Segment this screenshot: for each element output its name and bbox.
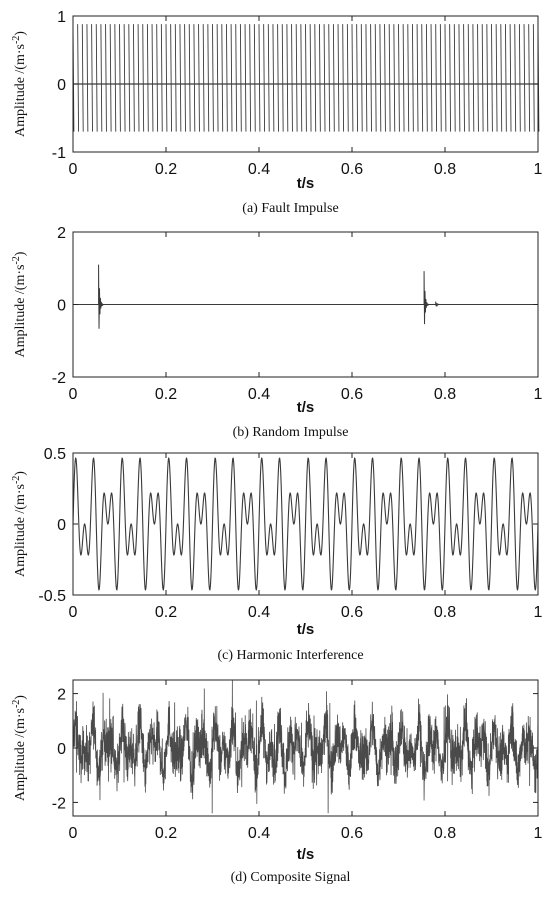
panel-caption: (c) Harmonic Interference xyxy=(217,648,363,663)
y-axis-label-close: ) xyxy=(13,251,28,256)
y-axis-label-superscript: -2 xyxy=(11,476,22,484)
y-tick-label: 2 xyxy=(57,225,66,242)
x-tick-label: 0 xyxy=(69,825,78,842)
panel-caption: (d) Composite Signal xyxy=(231,870,351,885)
y-axis-label-text: Amplitude /(m·s xyxy=(13,44,28,137)
x-axis-label: t/s xyxy=(297,846,315,863)
y-axis-label-close: ) xyxy=(13,31,28,36)
y-axis-label-close: ) xyxy=(13,471,28,476)
x-axis-label: t/s xyxy=(297,621,315,638)
y-axis-label-superscript: -2 xyxy=(11,256,22,264)
y-tick-label: -1 xyxy=(52,145,66,162)
y-axis-label-superscript: -2 xyxy=(11,36,22,44)
series-line xyxy=(72,680,539,814)
y-axis-label-text: Amplitude /(m·s xyxy=(13,708,28,801)
y-tick-label: 0 xyxy=(57,298,66,315)
x-tick-label: 0.8 xyxy=(434,604,456,621)
y-axis-label: Amplitude /(m·s-2) xyxy=(11,471,28,577)
impulse xyxy=(98,264,104,329)
x-tick-label: 0.4 xyxy=(248,386,270,403)
y-tick-label: 2 xyxy=(57,687,66,704)
y-tick-label: 0 xyxy=(57,517,66,534)
x-tick-label: 0.8 xyxy=(434,386,456,403)
y-axis-label: Amplitude /(m·s-2) xyxy=(11,695,28,801)
panel-caption: (a) Fault Impulse xyxy=(242,201,338,216)
x-tick-label: 1 xyxy=(534,161,543,178)
x-tick-label: 0.6 xyxy=(341,161,363,178)
y-axis-label-superscript: -2 xyxy=(11,700,22,708)
x-tick-label: 0.2 xyxy=(155,825,177,842)
x-tick-label: 0.6 xyxy=(341,604,363,621)
x-tick-label: 1 xyxy=(534,386,543,403)
x-tick-label: 0.8 xyxy=(434,161,456,178)
y-tick-label: -0.5 xyxy=(38,588,66,605)
x-tick-label: 0 xyxy=(69,386,78,403)
x-tick-label: 0.6 xyxy=(341,825,363,842)
series-line xyxy=(72,24,540,132)
x-tick-label: 0.2 xyxy=(155,386,177,403)
x-tick-label: 0 xyxy=(69,161,78,178)
y-axis-label-close: ) xyxy=(13,695,28,700)
y-tick-label: -2 xyxy=(52,795,66,812)
x-tick-label: 1 xyxy=(534,604,543,621)
y-axis-label-text: Amplitude /(m·s xyxy=(13,484,28,577)
x-axis-label: t/s xyxy=(297,399,315,416)
y-tick-label: 0 xyxy=(57,77,66,94)
y-tick-label: 0 xyxy=(57,741,66,758)
x-tick-label: 1 xyxy=(534,825,543,842)
y-axis-label: Amplitude /(m·s-2) xyxy=(11,31,28,137)
x-tick-label: 0.6 xyxy=(341,386,363,403)
x-tick-label: 0.4 xyxy=(248,825,270,842)
x-tick-label: 0.8 xyxy=(434,825,456,842)
x-tick-label: 0.2 xyxy=(155,161,177,178)
x-tick-label: 0.4 xyxy=(248,161,270,178)
impulse xyxy=(423,271,430,325)
x-tick-label: 0.2 xyxy=(155,604,177,621)
y-tick-label: -2 xyxy=(52,370,66,387)
y-axis-label-text: Amplitude /(m·s xyxy=(13,265,28,358)
y-tick-label: 0.5 xyxy=(44,446,66,463)
panel-caption: (b) Random Impulse xyxy=(233,425,349,440)
impulse xyxy=(435,301,441,307)
y-tick-label: 1 xyxy=(57,9,66,26)
x-tick-label: 0 xyxy=(69,604,78,621)
y-axis-label: Amplitude /(m·s-2) xyxy=(11,251,28,357)
x-axis-label: t/s xyxy=(297,175,315,192)
series-line xyxy=(72,457,539,591)
x-tick-label: 0.4 xyxy=(248,604,270,621)
